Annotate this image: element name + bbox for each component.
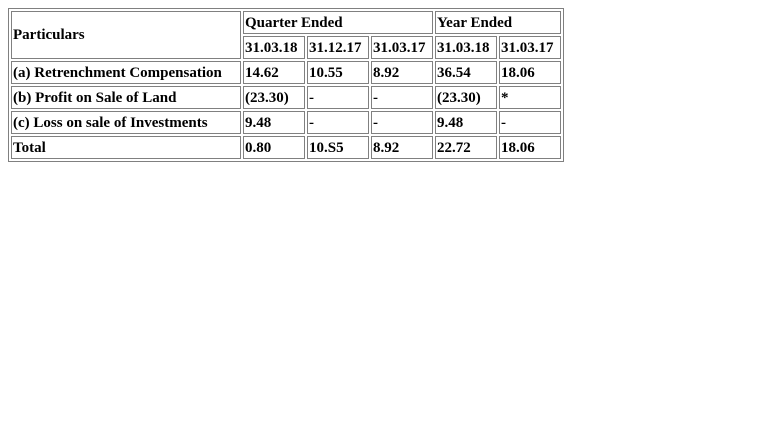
- table-cell: -: [499, 111, 561, 134]
- header-row-group: Particulars Quarter Ended Year Ended: [11, 11, 561, 59]
- table-cell: 10.55: [307, 61, 369, 84]
- table-row: (a) Retrenchment Compensation 14.62 10.5…: [11, 61, 561, 84]
- table-cell: 9.48: [243, 111, 305, 134]
- document-area: Particulars Quarter Ended Year Ended 31.…: [8, 8, 564, 162]
- financial-table: Particulars Quarter Ended Year Ended 31.…: [8, 8, 564, 162]
- header-row-dates: 31.03.18 31.12.17 31.03.17 31.03.18 31.0…: [11, 36, 561, 59]
- table-cell: 10.S5: [307, 136, 369, 159]
- table-cell: 18.06: [499, 136, 561, 159]
- table-cell: 14.62: [243, 61, 305, 84]
- table-cell: 18.06: [499, 61, 561, 84]
- particulars-header: Particulars: [11, 11, 241, 59]
- column-header: 31.03.18: [435, 36, 497, 59]
- table-cell: (23.30): [435, 86, 497, 109]
- table-cell: 0.80: [243, 136, 305, 159]
- row-label: Total: [11, 136, 241, 159]
- table-cell: -: [371, 111, 433, 134]
- year-ended-header: Year Ended: [435, 11, 561, 34]
- column-header: 31.03.17: [371, 36, 433, 59]
- table-cell: 9.48: [435, 111, 497, 134]
- table-cell: -: [371, 86, 433, 109]
- table-cell: (23.30): [243, 86, 305, 109]
- table-cell: 22.72: [435, 136, 497, 159]
- table-row: (c) Loss on sale of Investments 9.48 - -…: [11, 111, 561, 134]
- quarter-ended-header: Quarter Ended: [243, 11, 433, 34]
- column-header: 31.03.17: [499, 36, 561, 59]
- table-cell: 8.92: [371, 61, 433, 84]
- column-header: 31.12.17: [307, 36, 369, 59]
- table-cell: *: [499, 86, 561, 109]
- table-row: (b) Profit on Sale of Land (23.30) - - (…: [11, 86, 561, 109]
- row-label: (c) Loss on sale of Investments: [11, 111, 241, 134]
- table-cell: -: [307, 86, 369, 109]
- column-header: 31.03.18: [243, 36, 305, 59]
- total-row: Total 0.80 10.S5 8.92 22.72 18.06: [11, 136, 561, 159]
- row-label: (b) Profit on Sale of Land: [11, 86, 241, 109]
- row-label: (a) Retrenchment Compensation: [11, 61, 241, 84]
- table-cell: 36.54: [435, 61, 497, 84]
- table-cell: 8.92: [371, 136, 433, 159]
- table-cell: -: [307, 111, 369, 134]
